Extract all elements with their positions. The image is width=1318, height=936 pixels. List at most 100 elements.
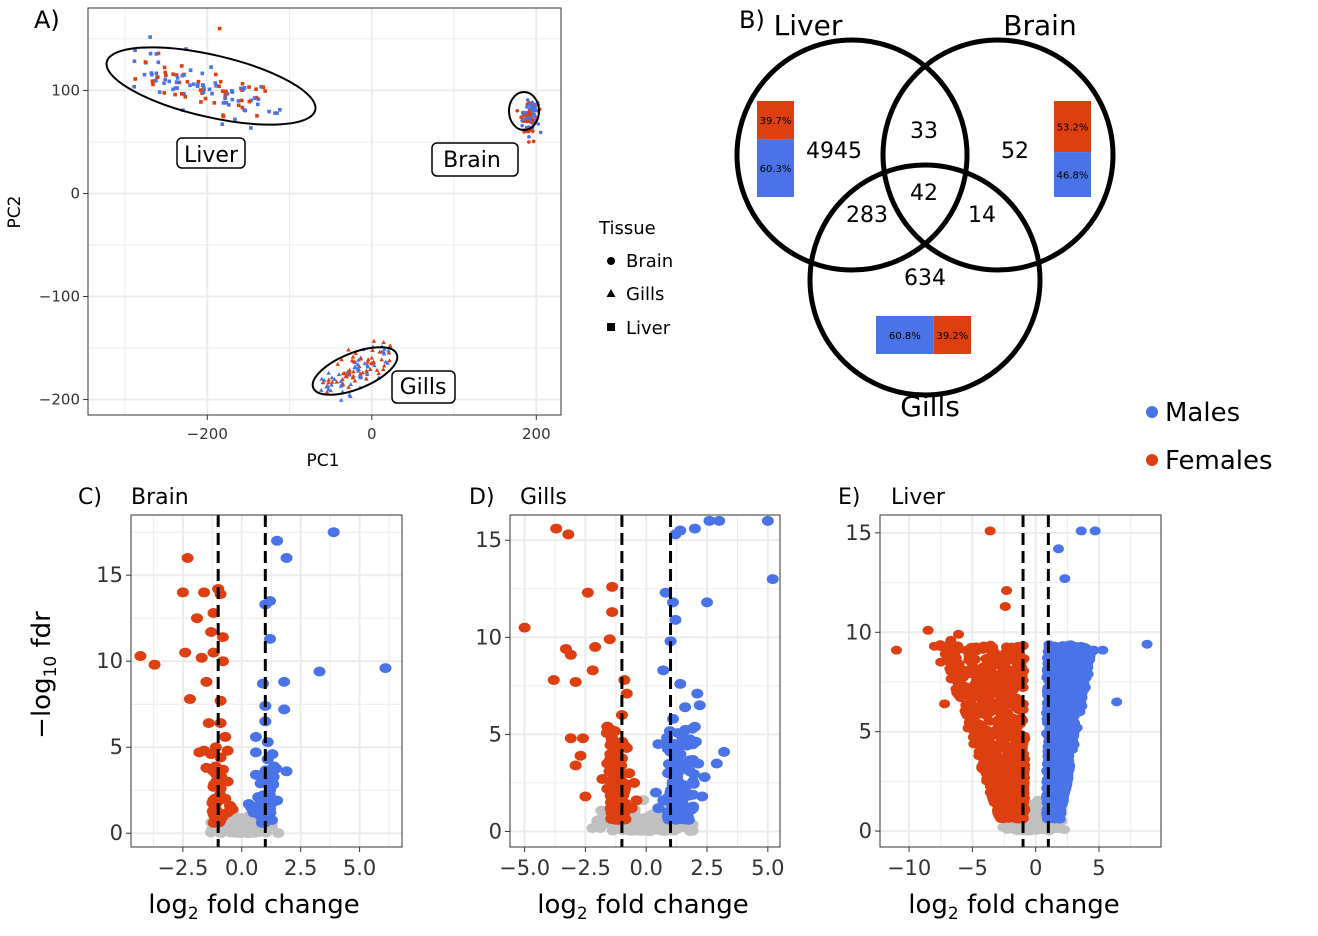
pca-brain-point	[529, 128, 533, 133]
volcano-point	[1052, 544, 1064, 554]
volcano-point	[607, 823, 620, 834]
volcano-point	[1006, 751, 1018, 761]
males-dot-icon	[1146, 406, 1158, 418]
pca-liver-point	[177, 80, 182, 85]
brain-bar-females-label: 53.2%	[1057, 123, 1089, 134]
pca-gills-point	[387, 343, 393, 348]
pca-liver-point	[155, 75, 159, 79]
volcano-point	[662, 807, 675, 818]
volcano-point	[576, 733, 589, 744]
pca-brain-point	[536, 122, 541, 126]
volcano-point	[686, 723, 699, 734]
volcano-point	[190, 613, 203, 624]
volcano-point	[620, 742, 633, 753]
volcano-point	[684, 766, 696, 777]
volcano-point	[974, 693, 986, 703]
pca-gills-point	[369, 355, 375, 360]
volcano-point	[313, 666, 326, 677]
volcano-point	[1075, 526, 1087, 536]
volcano-point	[999, 601, 1011, 611]
pca-y-tick-label: −200	[39, 391, 80, 409]
pca-liver-point	[183, 94, 188, 99]
pca-liver-point	[188, 68, 193, 73]
volcano-point	[977, 745, 989, 755]
tissue-legend: Tissue Brain Gills Liver	[598, 218, 673, 339]
volcano-point	[1063, 675, 1075, 685]
pca-liver-point	[233, 117, 237, 122]
volcano-y-tick-label: 15	[475, 528, 502, 552]
pca-liver-point	[188, 83, 192, 88]
volcano-point	[195, 652, 208, 663]
volcano-point	[564, 733, 577, 744]
volcano-point	[200, 762, 213, 773]
volcano-point	[1008, 780, 1020, 790]
volcano-x-tick-label: −2.5	[157, 856, 208, 880]
volcano-point	[179, 647, 192, 658]
pca-liver-point	[252, 96, 257, 100]
volcano-point	[1050, 649, 1062, 659]
pca-gills-point	[381, 363, 387, 368]
gills-cluster-ellipse	[311, 346, 399, 396]
pca-gills-point	[325, 384, 330, 389]
volcano-point	[981, 725, 993, 735]
legend-males: Males	[1165, 398, 1240, 428]
gills-bar-females-segment	[933, 316, 971, 354]
pca-brain-point	[527, 135, 531, 139]
pca-liver-point	[171, 87, 175, 92]
volcano-point	[996, 735, 1008, 745]
volcano-point	[659, 587, 672, 598]
volcano-point	[671, 775, 684, 786]
pca-brain-point	[527, 110, 531, 114]
volcano-point	[652, 803, 665, 814]
pca-gills-point	[358, 356, 363, 361]
volcano-point	[766, 574, 779, 585]
volcano-point	[675, 804, 688, 815]
volcano-plot-border	[130, 514, 403, 848]
volcano-x-tick-label: 2.5	[690, 856, 723, 880]
pca-gills-point	[355, 362, 361, 367]
volcano-point	[200, 676, 213, 687]
volcano-point	[280, 553, 293, 564]
pca-liver-point	[148, 35, 152, 39]
volcano-point	[674, 525, 687, 536]
volcano-point	[264, 633, 277, 644]
volcano-point	[1056, 800, 1068, 810]
pca-liver-point	[210, 91, 214, 96]
volcano-point	[596, 774, 609, 785]
pca-liver-point	[191, 82, 196, 86]
volcano-point	[1060, 721, 1072, 731]
volcano-point	[992, 800, 1004, 810]
pca-gills-point	[339, 357, 344, 362]
pca-gills-point	[381, 351, 387, 356]
volcano-point	[686, 825, 699, 836]
pca-liver-point	[218, 79, 223, 84]
volcano-point	[987, 661, 999, 671]
volcano-point	[628, 777, 641, 788]
pca-y-label: PC2	[5, 196, 25, 229]
pca-gills-point	[334, 379, 340, 384]
pca-brain-point	[533, 105, 537, 110]
pca-liver-point	[254, 87, 258, 91]
volcano-point	[272, 828, 285, 839]
pca-liver-point	[254, 95, 259, 100]
volcano-point	[1001, 586, 1013, 596]
pca-gills-point	[364, 368, 369, 373]
volcano-point	[1051, 773, 1063, 783]
pca-x-tick-label: 200	[522, 425, 551, 443]
pca-liver-point	[182, 92, 186, 96]
pca-gills-point	[376, 371, 382, 376]
volcano-point	[684, 803, 697, 814]
volcano-point	[643, 819, 656, 830]
venn-count-liver-brain: 33	[910, 119, 938, 144]
pca-liver-point	[199, 100, 203, 104]
volcano-point	[1059, 574, 1071, 584]
volcano-point	[963, 706, 975, 716]
volcano-point	[1097, 645, 1109, 655]
pca-liver-point	[212, 101, 217, 105]
pca-liver-point	[224, 101, 229, 105]
pca-liver-point	[154, 71, 159, 76]
pca-gills-point	[326, 370, 331, 375]
volcano-point	[945, 635, 957, 645]
pca-brain-point	[530, 100, 535, 105]
pca-gills-point	[353, 350, 359, 355]
